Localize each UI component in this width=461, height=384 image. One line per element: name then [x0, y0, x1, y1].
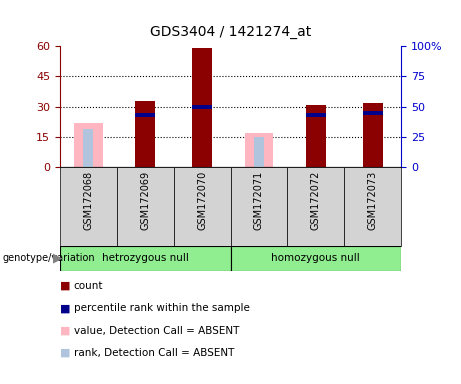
Bar	[306, 104, 326, 167]
Text: GSM172068: GSM172068	[83, 171, 94, 230]
Bar	[83, 129, 94, 167]
Text: ■: ■	[60, 348, 71, 358]
Text: GDS3404 / 1421274_at: GDS3404 / 1421274_at	[150, 25, 311, 39]
Text: GSM172072: GSM172072	[311, 171, 321, 230]
Bar	[245, 133, 273, 167]
Bar	[230, 167, 287, 246]
Text: GSM172069: GSM172069	[140, 171, 150, 230]
Text: count: count	[74, 281, 103, 291]
Bar	[74, 123, 102, 167]
Text: ■: ■	[60, 303, 71, 313]
Bar	[230, 246, 401, 271]
Bar	[135, 113, 155, 117]
Text: GSM172071: GSM172071	[254, 171, 264, 230]
Bar	[60, 167, 117, 246]
Bar	[287, 167, 344, 246]
Bar	[192, 104, 212, 109]
Text: rank, Detection Call = ABSENT: rank, Detection Call = ABSENT	[74, 348, 234, 358]
Bar	[60, 246, 230, 271]
Text: genotype/variation: genotype/variation	[2, 253, 95, 263]
Bar	[363, 111, 383, 115]
Text: GSM172073: GSM172073	[367, 171, 378, 230]
Bar	[192, 48, 212, 167]
Text: percentile rank within the sample: percentile rank within the sample	[74, 303, 250, 313]
Bar	[135, 101, 155, 167]
Bar	[174, 167, 230, 246]
Text: value, Detection Call = ABSENT: value, Detection Call = ABSENT	[74, 326, 239, 336]
Text: ■: ■	[60, 281, 71, 291]
Text: ■: ■	[60, 326, 71, 336]
Bar	[306, 113, 326, 117]
Text: GSM172070: GSM172070	[197, 171, 207, 230]
Text: hetrozygous null: hetrozygous null	[102, 253, 189, 263]
Bar	[254, 137, 264, 167]
Text: ▶: ▶	[53, 252, 63, 265]
Bar	[117, 167, 174, 246]
Bar	[344, 167, 401, 246]
Bar	[363, 103, 383, 167]
Text: homozygous null: homozygous null	[272, 253, 360, 263]
